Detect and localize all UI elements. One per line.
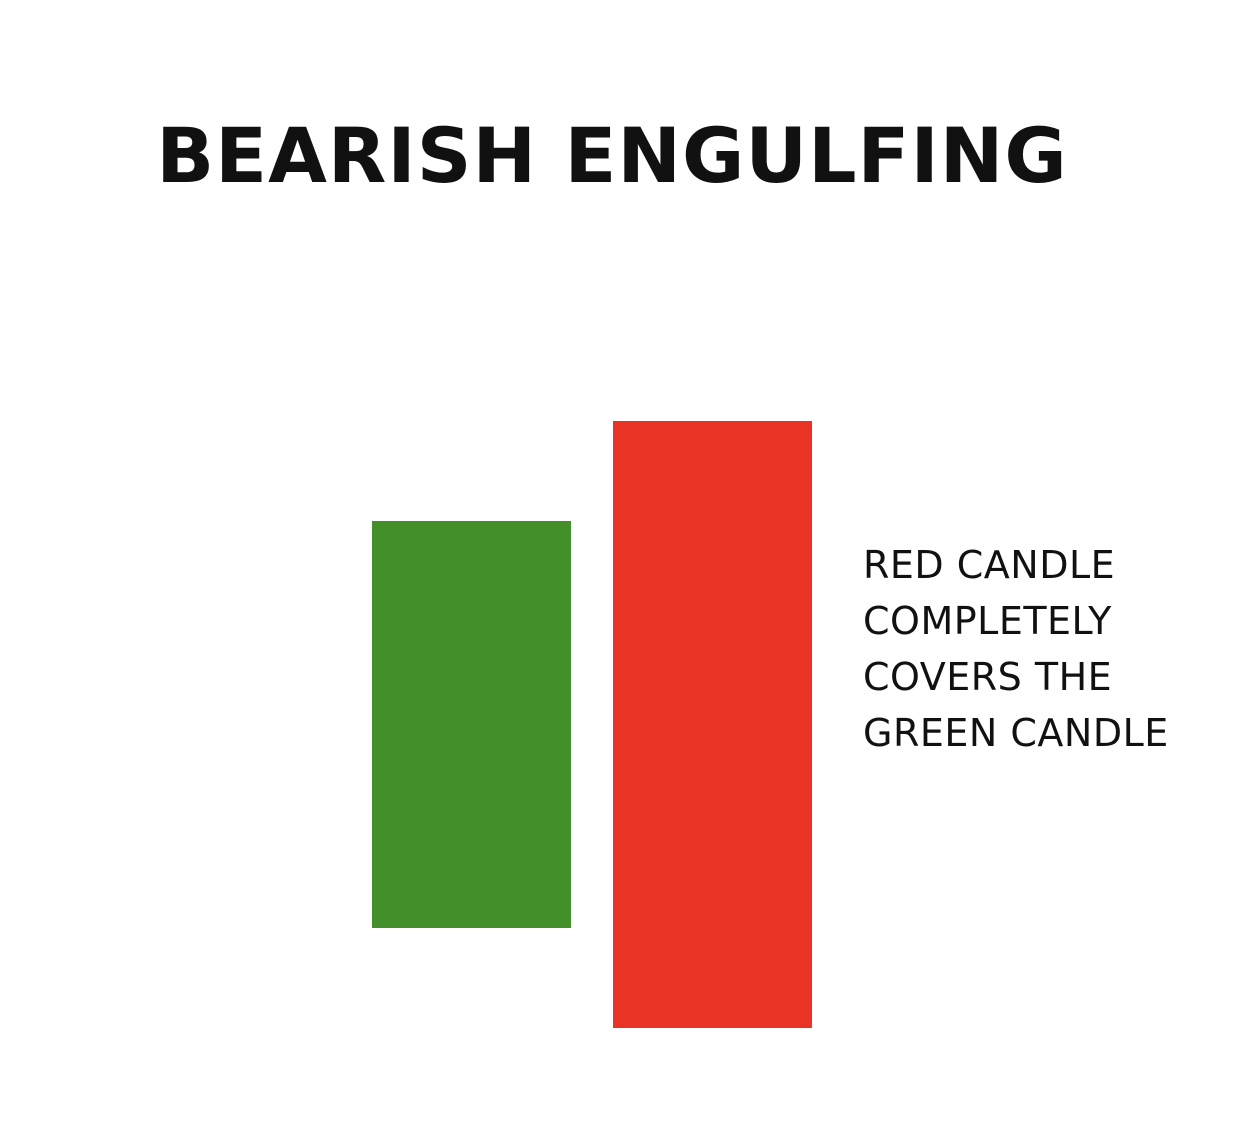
annotation-text: RED CANDLE COMPLETELY COVERS THE GREEN C…	[863, 537, 1233, 761]
annotation-line: COMPLETELY	[863, 599, 1112, 643]
annotation-line: RED CANDLE	[863, 543, 1116, 587]
diagram-title: BEARISH ENGULFING	[156, 111, 1068, 200]
annotation-line: COVERS THE	[863, 655, 1113, 699]
green-candle	[372, 521, 571, 928]
red-candle	[613, 421, 812, 1028]
annotation-line: GREEN CANDLE	[863, 711, 1169, 755]
